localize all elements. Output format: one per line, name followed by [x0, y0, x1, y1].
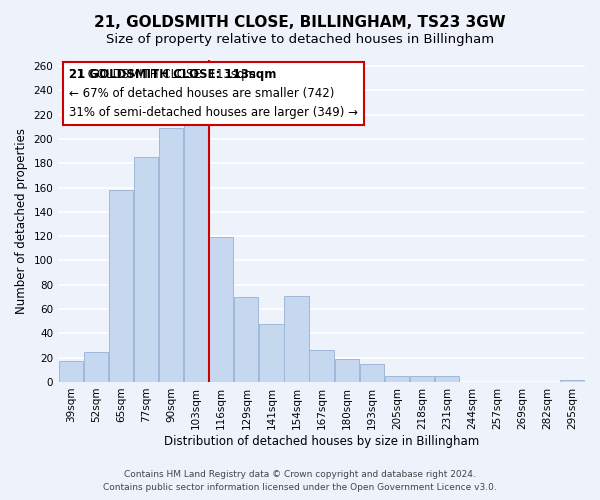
- Bar: [259, 324, 284, 382]
- X-axis label: Distribution of detached houses by size in Billingham: Distribution of detached houses by size …: [164, 434, 479, 448]
- Text: 21 GOLDSMITH CLOSE: 113sqm
← 67% of detached houses are smaller (742)
31% of sem: 21 GOLDSMITH CLOSE: 113sqm ← 67% of deta…: [69, 68, 358, 119]
- Bar: [310, 350, 334, 382]
- Bar: [184, 122, 208, 382]
- Bar: [109, 190, 133, 382]
- Bar: [560, 380, 584, 382]
- Bar: [209, 238, 233, 382]
- Text: 21 GOLDSMITH CLOSE: 113sqm: 21 GOLDSMITH CLOSE: 113sqm: [69, 68, 276, 81]
- Bar: [385, 376, 409, 382]
- Bar: [59, 362, 83, 382]
- Bar: [410, 376, 434, 382]
- Text: Size of property relative to detached houses in Billingham: Size of property relative to detached ho…: [106, 32, 494, 46]
- Y-axis label: Number of detached properties: Number of detached properties: [15, 128, 28, 314]
- Bar: [134, 157, 158, 382]
- Bar: [159, 128, 183, 382]
- Bar: [335, 359, 359, 382]
- Bar: [284, 296, 308, 382]
- Text: Contains HM Land Registry data © Crown copyright and database right 2024.
Contai: Contains HM Land Registry data © Crown c…: [103, 470, 497, 492]
- Text: 21, GOLDSMITH CLOSE, BILLINGHAM, TS23 3GW: 21, GOLDSMITH CLOSE, BILLINGHAM, TS23 3G…: [94, 15, 506, 30]
- Bar: [359, 364, 384, 382]
- Bar: [435, 376, 459, 382]
- Bar: [234, 297, 259, 382]
- Bar: [83, 352, 108, 382]
